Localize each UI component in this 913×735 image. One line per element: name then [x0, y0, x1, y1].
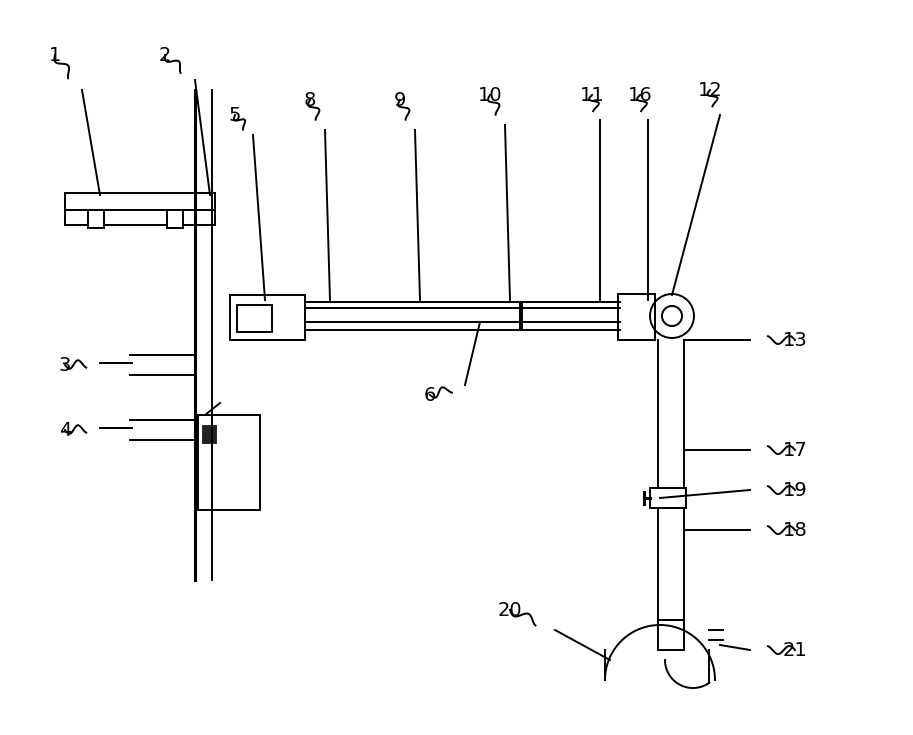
Bar	[65, 193, 215, 210]
Text: 17: 17	[782, 440, 807, 459]
Text: 11: 11	[580, 85, 604, 104]
Text: 21: 21	[782, 640, 807, 659]
Text: 16: 16	[627, 85, 653, 104]
Bar	[65, 210, 215, 225]
Text: 10: 10	[477, 85, 502, 104]
Text: 4: 4	[58, 420, 71, 440]
Bar	[230, 295, 305, 340]
Text: 5: 5	[229, 106, 241, 124]
Text: 8: 8	[304, 90, 316, 110]
Bar	[618, 294, 655, 340]
Bar	[198, 415, 260, 510]
Bar	[522, 302, 620, 330]
Text: 12: 12	[698, 81, 722, 99]
Text: 6: 6	[424, 385, 436, 404]
Text: 1: 1	[48, 46, 61, 65]
Text: 3: 3	[58, 356, 71, 375]
Bar	[237, 305, 272, 332]
Bar	[167, 210, 183, 228]
Text: 2: 2	[159, 46, 172, 65]
Bar	[202, 425, 216, 443]
Text: 20: 20	[498, 600, 522, 620]
Text: 9: 9	[394, 90, 406, 110]
Bar	[658, 620, 684, 650]
Bar	[650, 488, 686, 508]
Bar	[88, 210, 104, 228]
Text: 18: 18	[782, 520, 807, 539]
Text: 13: 13	[782, 331, 807, 350]
Text: 19: 19	[782, 481, 807, 500]
